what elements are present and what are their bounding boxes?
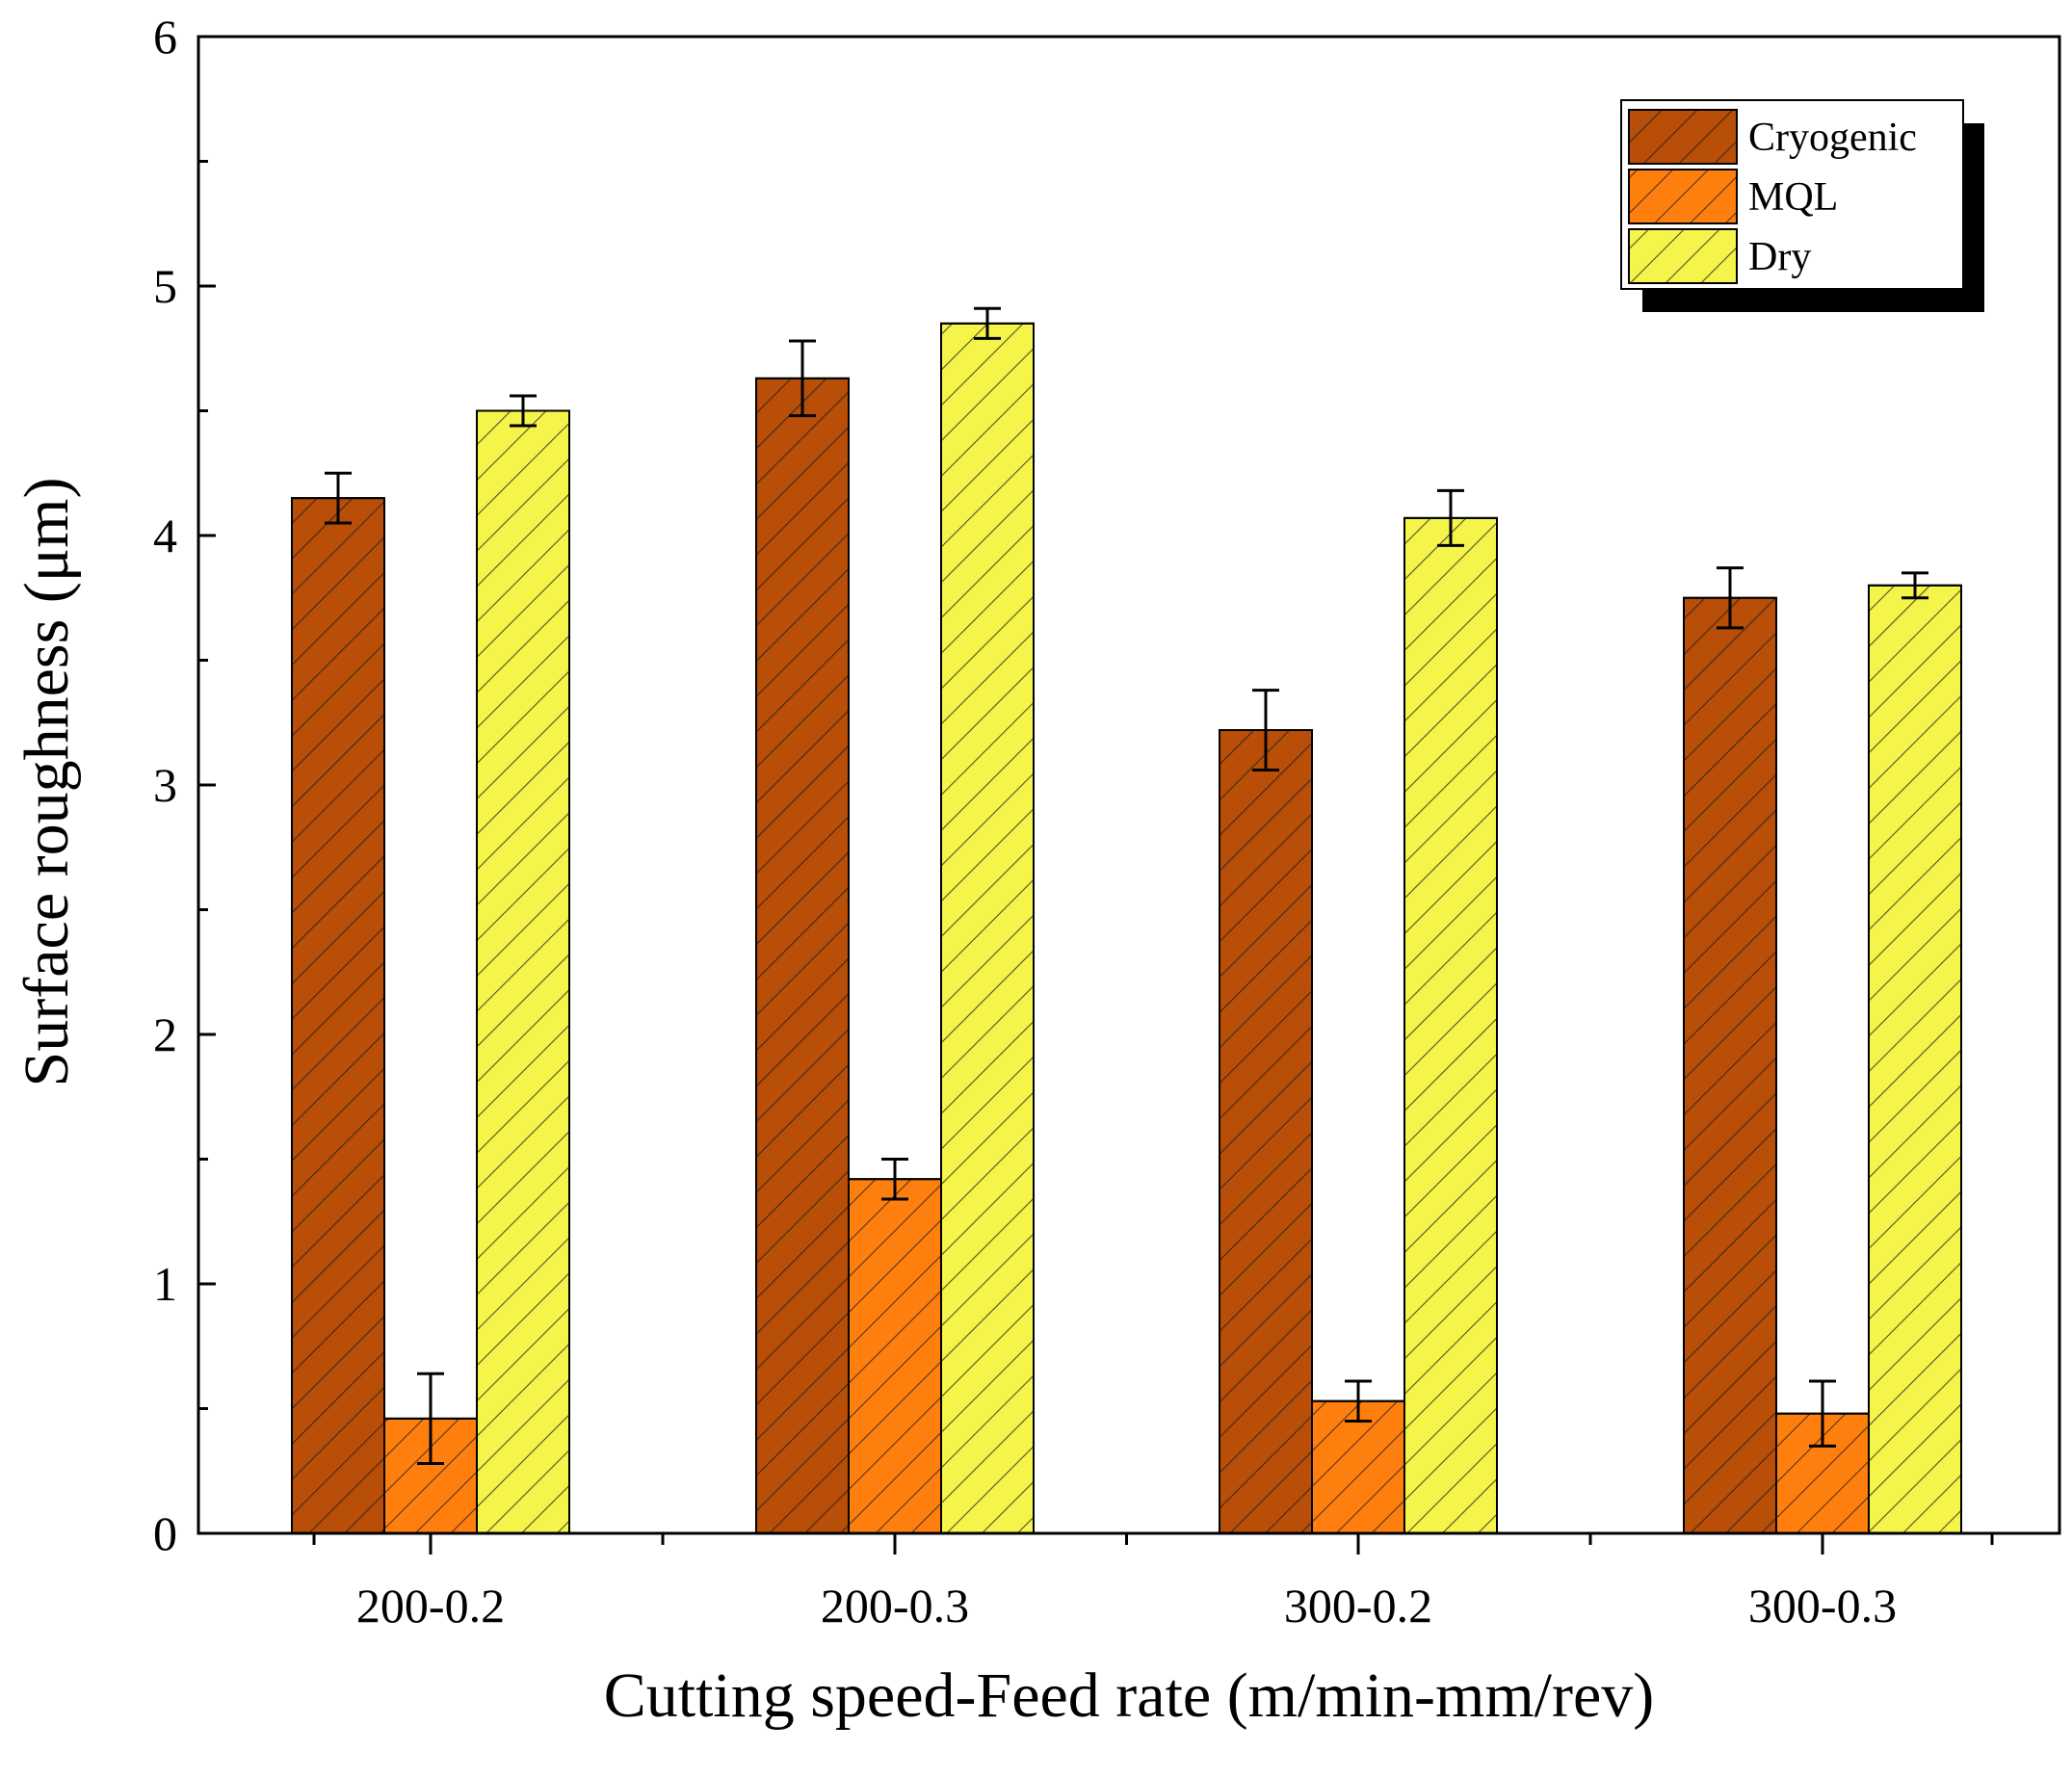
- bar-hatch-dry-300-0.3: [1868, 584, 1962, 1534]
- bar-hatch-cryogenic-300-0.2: [1219, 729, 1313, 1534]
- legend-label-mql: MQL: [1748, 175, 1838, 220]
- bar-hatch-dry-200-0.3: [940, 322, 1035, 1535]
- legend-label-cryogenic: Cryogenic: [1748, 116, 1917, 160]
- bar-hatch-cryogenic-200-0.2: [291, 497, 385, 1534]
- error-bars-layer: [325, 306, 1928, 1465]
- legend-label-dry: Dry: [1748, 235, 1811, 279]
- y-tick-label-2: 2: [153, 1007, 177, 1061]
- y-tick-label-5: 5: [153, 259, 177, 313]
- x-tick-label-300-0.2: 300-0.2: [1284, 1579, 1432, 1633]
- bar-hatch-dry-300-0.2: [1403, 516, 1498, 1534]
- legend-swatch-hatch-mql: [1628, 169, 1738, 224]
- legend-swatch-hatch-dry: [1628, 228, 1738, 284]
- x-tick-label-300-0.3: 300-0.3: [1748, 1579, 1897, 1633]
- axes-layer: 0 1 2 3 4 5 6 200-0.2 200-0.3 300-0.2 300-0.3: [153, 10, 2061, 1633]
- x-axis-title: Cutting speed-Feed rate (m/min-mm/rev): [604, 1660, 1655, 1731]
- x-tick-label-200-0.2: 200-0.2: [356, 1579, 505, 1633]
- y-tick-label-1: 1: [153, 1257, 177, 1311]
- x-tick-label-200-0.3: 200-0.3: [821, 1579, 969, 1633]
- legend: Cryogenic MQL Dry: [1620, 99, 1984, 312]
- y-tick-label-0: 0: [153, 1506, 177, 1560]
- bars-layer: [291, 322, 1962, 1535]
- bar-hatch-cryogenic-200-0.3: [755, 377, 850, 1535]
- bar-hatch-mql-200-0.3: [848, 1178, 942, 1534]
- y-tick-label-3: 3: [153, 758, 177, 812]
- y-tick-label-4: 4: [153, 509, 177, 562]
- y-tick-label-6: 6: [153, 10, 177, 64]
- bar-hatch-cryogenic-300-0.3: [1683, 596, 1777, 1534]
- bar-hatch-dry-200-0.2: [476, 409, 570, 1534]
- bar-hatch-mql-300-0.2: [1311, 1399, 1405, 1534]
- legend-swatch-hatch-cryogenic: [1628, 109, 1738, 165]
- y-axis-title: Surface roughness (μm): [12, 478, 82, 1087]
